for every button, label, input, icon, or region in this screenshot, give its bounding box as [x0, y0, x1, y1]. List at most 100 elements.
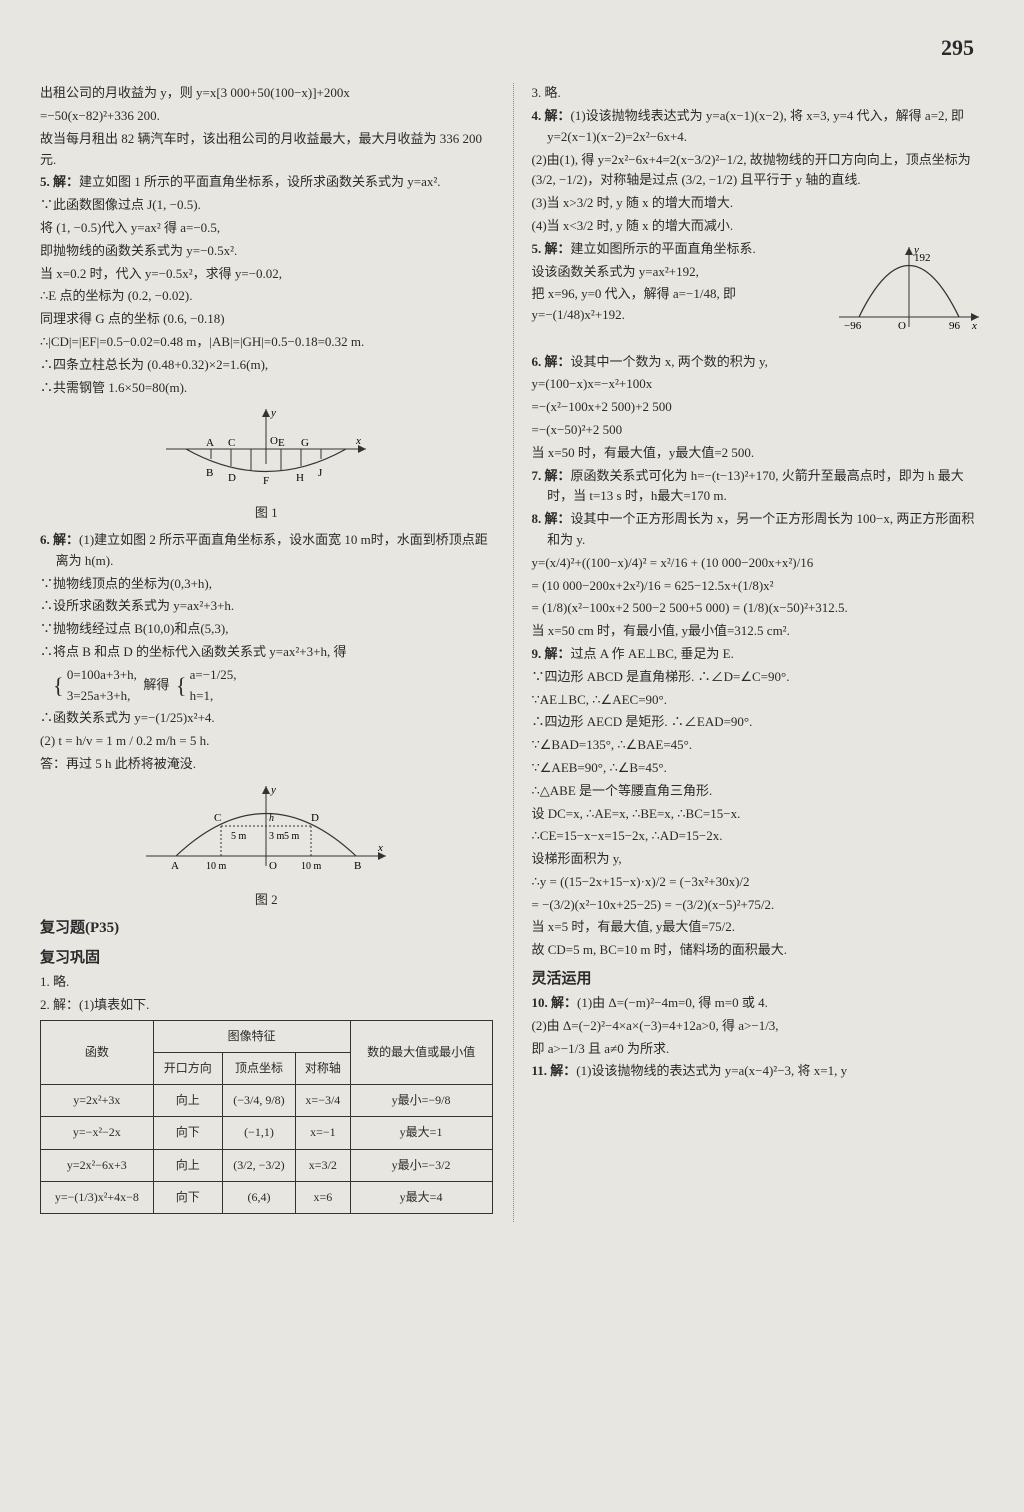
svg-text:−96: −96: [844, 320, 862, 332]
svg-text:96: 96: [949, 320, 961, 332]
svg-text:y: y: [270, 407, 276, 419]
left-column: 出租公司的月收益为 y，则 y=x[3 000+50(100−x)]+200x …: [40, 83, 493, 1222]
problem-7r: 7. 解：原函数关系式可化为 h=−(t−13)²+170, 火箭升至最高点时，…: [532, 466, 985, 508]
text-line: 同理求得 G 点的坐标 (0.6, −0.18): [40, 309, 493, 330]
svg-text:A: A: [171, 860, 179, 872]
problem-5: 5. 解：建立如图 1 所示的平面直角坐标系，设所求函数关系式为 y=ax².: [40, 172, 493, 193]
text-line: = (10 000−200x+2x²)/16 = 625−12.5x+(1/8)…: [532, 576, 985, 597]
figure-2: A B C D O x y h 5 m 3 m 5 m 10 m 10 m 图 …: [40, 781, 493, 911]
text-line: =−50(x−82)²+336 200.: [40, 106, 493, 127]
table-row: y=2x²+3x向上(−3/4, 9/8)x=−3/4y最小=−9/8: [41, 1085, 493, 1117]
text-line: 把 x=96, y=0 代入，解得 a=−1/48, 即 y=−(1/48)x²…: [532, 284, 829, 326]
table-row: y=−(1/3)x²+4x−8向下(6,4)x=6y最大=4: [41, 1181, 493, 1213]
text-line: ∴E 点的坐标为 (0.2, −0.02).: [40, 286, 493, 307]
svg-text:x: x: [971, 320, 977, 332]
content-columns: 出租公司的月收益为 y，则 y=x[3 000+50(100−x)]+200x …: [40, 83, 984, 1222]
text-line: ∴函数关系式为 y=−(1/25)x²+4.: [40, 708, 493, 729]
right-column: 3. 略. 4. 解：(1)设该抛物线表达式为 y=a(x−1)(x−2), 将…: [513, 83, 985, 1222]
text-line: ∴CE=15−x−x=15−2x, ∴AD=15−2x.: [532, 826, 985, 847]
th-feature: 图像特征: [153, 1020, 350, 1052]
text-line: 答：再过 5 h 此桥将被淹没.: [40, 754, 493, 775]
svg-text:H: H: [296, 472, 304, 484]
th-vertex: 顶点坐标: [222, 1053, 295, 1085]
text-line: ∴|CD|=|EF|=0.5−0.02=0.48 m，|AB|=|GH|=0.5…: [40, 332, 493, 353]
svg-text:D: D: [228, 472, 236, 484]
svg-text:E: E: [278, 437, 285, 449]
figure-3: 192 −96 96 O x y: [834, 239, 984, 346]
figure-1-caption: 图 1: [40, 503, 493, 524]
text-line: 当 x=0.2 时，代入 y=−0.5x²，求得 y=−0.02,: [40, 264, 493, 285]
problem-6: 6. 解：(1)建立如图 2 所示平面直角坐标系，设水面宽 10 m时，水面到桥…: [40, 530, 493, 572]
text-line: = (1/8)(x²−100x+2 500−2 500+5 000) = (1/…: [532, 598, 985, 619]
svg-text:B: B: [354, 860, 361, 872]
svg-text:x: x: [377, 842, 383, 854]
problem-8r: 8. 解：设其中一个正方形周长为 x，另一个正方形周长为 100−x, 两正方形…: [532, 509, 985, 551]
item-1: 1. 略.: [40, 972, 493, 993]
text-line: =−(x−50)²+2 500: [532, 420, 985, 441]
svg-text:B: B: [206, 467, 213, 479]
text-line: 故当每月租出 82 辆汽车时，该出租公司的月收益最大，最大月收益为 336 20…: [40, 129, 493, 171]
svg-text:10 m: 10 m: [301, 861, 322, 872]
problem-10r: 10. 解：(1)由 Δ=(−m)²−4m=0, 得 m=0 或 4.: [532, 993, 985, 1014]
problem-11r: 11. 解：(1)设该抛物线的表达式为 y=a(x−4)²−3, 将 x=1, …: [532, 1061, 985, 1082]
review-heading: 复习题(P35): [40, 916, 493, 940]
text-line: ∴设所求函数关系式为 y=ax²+3+h.: [40, 596, 493, 617]
table-row: y=2x²−6x+3向上(3/2, −3/2)x=3/2y最小=−3/2: [41, 1149, 493, 1181]
text-line: (2)由 Δ=(−2)²−4×a×(−3)=4+12a>0, 得 a>−1/3,: [532, 1016, 985, 1037]
svg-text:F: F: [263, 475, 269, 487]
text-line: (2) t = h/v = 1 m / 0.2 m/h = 5 h.: [40, 731, 493, 752]
svg-text:5 m: 5 m: [231, 831, 247, 842]
text-line: y=(x/4)²+((100−x)/4)² = x²/16 + (10 000−…: [532, 553, 985, 574]
svg-text:C: C: [214, 812, 221, 824]
text-line: 将 (1, −0.5)代入 y=ax² 得 a=−0.5,: [40, 218, 493, 239]
page-number: 295: [40, 30, 984, 65]
text-line: ∵AE⊥BC, ∴∠AEC=90°.: [532, 690, 985, 711]
text-line: ∴△ABE 是一个等腰直角三角形.: [532, 781, 985, 802]
problem-9r: 9. 解：过点 A 作 AE⊥BC, 垂足为 E.: [532, 644, 985, 665]
th-function: 函数: [41, 1020, 154, 1084]
svg-text:G: G: [301, 437, 309, 449]
svg-text:3 m: 3 m: [269, 831, 285, 842]
text-line: (2)由(1), 得 y=2x²−6x+4=2(x−3/2)²−1/2, 故抛物…: [532, 150, 985, 192]
text-line: y=(100−x)x=−x²+100x: [532, 374, 985, 395]
text-line: ∵∠AEB=90°, ∴∠B=45°.: [532, 758, 985, 779]
svg-text:J: J: [318, 467, 323, 479]
equation-system: { 0=100a+3+h, 3=25a+3+h, 解得 { a=−1/25, h…: [40, 665, 493, 707]
figure-1: A C E G B D F H J O x y 图 1: [40, 404, 493, 524]
text-line: ∵∠BAD=135°, ∴∠BAE=45°.: [532, 735, 985, 756]
th-axis: 对称轴: [296, 1053, 351, 1085]
text-line: (4)当 x<3/2 时, y 随 x 的增大而减小.: [532, 216, 985, 237]
svg-text:A: A: [206, 437, 214, 449]
svg-text:O: O: [269, 860, 277, 872]
text-line: ∵四边形 ABCD 是直角梯形. ∴∠D=∠C=90°.: [532, 667, 985, 688]
text-line: = −(3/2)(x²−10x+25−25) = −(3/2)(x−5)²+75…: [532, 895, 985, 916]
th-direction: 开口方向: [153, 1053, 222, 1085]
item-2: 2. 解：(1)填表如下.: [40, 995, 493, 1016]
text-line: 设梯形面积为 y,: [532, 849, 985, 870]
flexible-heading: 灵活运用: [532, 967, 985, 991]
svg-text:O: O: [270, 435, 278, 447]
svg-text:h: h: [269, 813, 274, 824]
problem-5r: 5. 解：建立如图所示的平面直角坐标系.: [532, 239, 829, 260]
text-line: 当 x=50 时，有最大值，y最大值=2 500.: [532, 443, 985, 464]
svg-text:x: x: [355, 435, 361, 447]
text-line: ∵此函数图像过点 J(1, −0.5).: [40, 195, 493, 216]
problem-4: 4. 解：(1)设该抛物线表达式为 y=a(x−1)(x−2), 将 x=3, …: [532, 106, 985, 148]
text-line: 设 DC=x, ∴AE=x, ∴BE=x, ∴BC=15−x.: [532, 804, 985, 825]
svg-text:10 m: 10 m: [206, 861, 227, 872]
text-line: ∴四条立柱总长为 (0.48+0.32)×2=1.6(m),: [40, 355, 493, 376]
svg-text:O: O: [898, 320, 906, 332]
svg-text:C: C: [228, 437, 235, 449]
problem-6r: 6. 解：设其中一个数为 x, 两个数的积为 y,: [532, 352, 985, 373]
consolidation-heading: 复习巩固: [40, 946, 493, 970]
svg-text:y: y: [270, 784, 276, 796]
text-line: ∴四边形 AECD 是矩形. ∴∠EAD=90°.: [532, 712, 985, 733]
text-line: ∴y = ((15−2x+15−x)·x)/2 = (−3x²+30x)/2: [532, 872, 985, 893]
th-max: 数的最大值或最小值: [350, 1020, 492, 1084]
item-3: 3. 略.: [532, 83, 985, 104]
function-table: 函数 图像特征 数的最大值或最小值 开口方向 顶点坐标 对称轴 y=2x²+3x…: [40, 1020, 493, 1214]
svg-text:D: D: [311, 812, 319, 824]
text-line: 当 x=5 时，有最大值, y最大值=75/2.: [532, 917, 985, 938]
text-line: 当 x=50 cm 时，有最小值, y最小值=312.5 cm².: [532, 621, 985, 642]
table-row: y=−x²−2x向下(−1,1)x=−1y最大=1: [41, 1117, 493, 1149]
